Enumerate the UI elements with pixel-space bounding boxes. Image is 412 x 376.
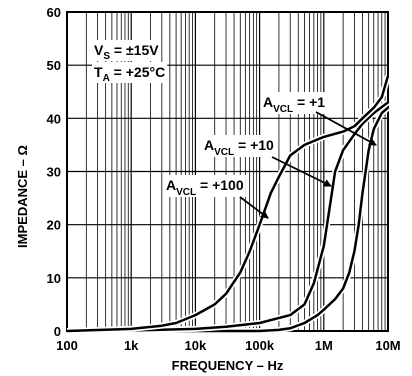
- series-label-background: [261, 92, 328, 114]
- y-tick-label: 0: [54, 324, 61, 339]
- x-tick-label: 100: [56, 338, 78, 353]
- y-tick-label: 50: [47, 58, 61, 73]
- x-axis-label: FREQUENCY – Hz: [172, 358, 284, 373]
- series-label-arrow: [271, 156, 332, 187]
- series-label-background: [202, 135, 277, 157]
- y-tick-label: 40: [47, 111, 61, 126]
- x-tick-label: 100k: [245, 338, 275, 353]
- x-tick-label: 10M: [375, 338, 400, 353]
- y-tick-label: 30: [47, 165, 61, 180]
- series-label: AVCL = +1: [263, 94, 325, 115]
- x-tick-label: 1M: [315, 338, 333, 353]
- condition-background: [92, 62, 168, 83]
- series-label-arrow: [239, 196, 269, 219]
- y-tick-label: 60: [47, 5, 61, 20]
- condition-text: TA = +25°C: [94, 64, 165, 84]
- series-label-background: [164, 175, 246, 197]
- y-axis-label: IMPEDANCE – Ω: [15, 145, 30, 248]
- series-label-arrow: [315, 111, 377, 146]
- y-tick-label: 20: [47, 218, 61, 233]
- series-line: [66, 101, 389, 333]
- series-label: AVCL = +100: [166, 177, 244, 198]
- y-tick-label: 10: [47, 271, 61, 286]
- condition-background: [92, 40, 162, 61]
- series-line: [66, 75, 390, 333]
- condition-text: VS = ±15V: [94, 42, 159, 62]
- series-label: AVCL = +10: [204, 137, 274, 158]
- x-tick-label: 10k: [185, 338, 207, 353]
- x-tick-label: 1k: [124, 338, 139, 353]
